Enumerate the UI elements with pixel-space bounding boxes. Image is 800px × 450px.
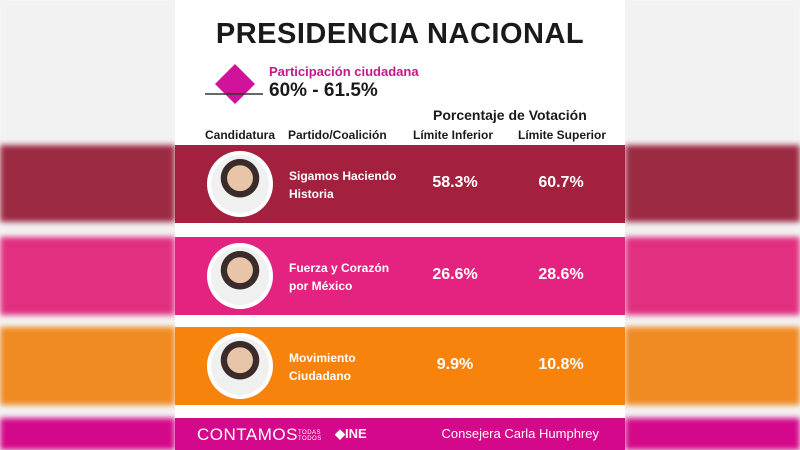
candidate-photo [207,243,273,309]
lower-limit: 58.3% [432,174,478,191]
group-header: Porcentaje de Votación [433,107,587,123]
contamos-logo: CONTAMOSTODAS TODOS [197,425,322,444]
blurred-background-right [625,0,800,450]
results-panel: PRESIDENCIA NACIONAL Participación ciuda… [175,0,625,450]
ballot-box-icon [205,64,263,104]
page-title: PRESIDENCIA NACIONAL [215,18,585,50]
upper-limit: 10.8% [538,356,584,373]
party-name: Fuerza y Corazón por México [289,261,390,293]
table-row: Sigamos Haciendo Historia 58.3% 60.7% [175,145,625,223]
col-header-upper: Límite Superior [518,128,607,142]
col-header-candidate: Candidatura [205,128,276,142]
table-row: Fuerza y Corazón por México 26.6% 28.6% [175,237,625,315]
upper-limit: 60.7% [538,174,584,191]
credit-text: Consejera Carla Humphrey [441,426,599,441]
col-header-lower: Límite Inferior [413,128,494,142]
blurred-background-left [0,0,175,450]
lower-limit: 9.9% [436,356,474,373]
participation-value: 60% - 61.5% [269,80,378,101]
party-name: Movimiento Ciudadano [289,351,356,383]
upper-limit: 28.6% [538,266,584,283]
candidate-photo [207,333,273,399]
col-header-party: Partido/Coalición [288,128,387,142]
participation-label: Participación ciudadana [269,64,419,79]
candidate-photo [207,151,273,217]
ine-logo: ◆INE [335,426,367,441]
party-name: Sigamos Haciendo Historia [289,169,397,201]
lower-limit: 26.6% [432,266,478,283]
table-row: Movimiento Ciudadano 9.9% 10.8% [175,327,625,405]
footer: CONTAMOSTODAS TODOS ◆INE Consejera Carla … [175,418,625,450]
